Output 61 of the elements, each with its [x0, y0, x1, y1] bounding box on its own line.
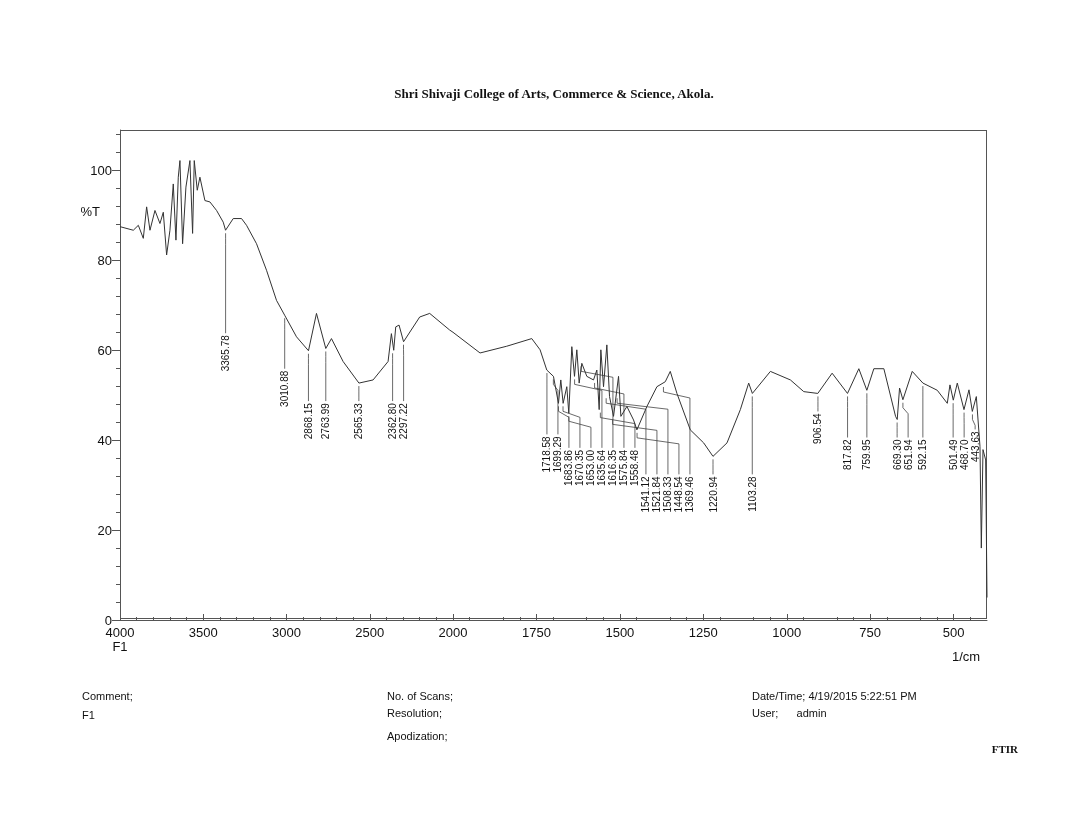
x-tick-label: 3500: [188, 625, 218, 640]
chart-title: Shri Shivaji College of Arts, Commerce & Science, Akola.: [393, 86, 715, 102]
annotation: 1718.58: [541, 435, 553, 473]
annotation: 2763.99: [320, 402, 332, 440]
annotation: 443.63: [969, 430, 981, 463]
y-tick-label: 20: [97, 522, 112, 538]
text: F1: [82, 708, 95, 721]
annotation: 1575.84: [618, 449, 630, 486]
x-tick-label: 3000: [272, 625, 301, 640]
text: Apodization;: [387, 729, 448, 742]
text: Comment;: [82, 689, 133, 702]
annotation: 1558.48: [629, 449, 641, 486]
annotation: 1653.00: [585, 449, 597, 486]
y-tick-label: 0: [104, 612, 112, 628]
text: Resolution;: [387, 706, 443, 719]
x-tick-label: 1000: [772, 625, 802, 640]
x-tick-label: 2000: [438, 625, 468, 640]
x-tick-label: 1750: [521, 625, 551, 640]
annotation: 2362.80: [387, 402, 399, 440]
annotation: 1508.33: [662, 475, 674, 513]
annotation: 1616.35: [607, 449, 619, 486]
x-tick-label: 2500: [355, 625, 385, 640]
annotation: 468.70: [958, 439, 970, 471]
annotation: 1541.12: [640, 475, 652, 513]
annotation: 501.49: [947, 439, 959, 471]
annotation: 906.54: [812, 413, 824, 445]
annotation: 1103.28: [746, 475, 758, 512]
annotation: 1683.86: [563, 449, 575, 486]
y-tick-label: 40: [97, 432, 112, 448]
x-tick-label: 4000: [105, 625, 135, 640]
annotation: 669.30: [891, 439, 903, 471]
annotation: 1521.84: [651, 475, 663, 513]
y-tick-label: 60: [97, 342, 112, 358]
text: FTIR: [991, 742, 1020, 755]
x-axis-title: 1/cm: [952, 649, 981, 664]
annotation: 1448.54: [673, 475, 685, 513]
annotation: 2297.22: [398, 402, 410, 440]
x-tick-label: 1500: [605, 625, 635, 640]
annotation: 3365.78: [220, 334, 232, 372]
annotation: 1670.35: [574, 449, 586, 486]
annotation: 592.15: [917, 439, 929, 471]
annotation: 1635.64: [596, 449, 608, 486]
text: Date/Time; 4/19/2015 5:22:51 PM: [752, 689, 917, 702]
annotation: 1369.46: [684, 475, 696, 513]
annotation: 1220.94: [707, 475, 719, 513]
annotation: 2868.15: [302, 402, 314, 440]
x-tick-label: 750: [859, 625, 882, 640]
x-tick-label: 1250: [688, 625, 718, 640]
y-tick-label: 100: [90, 162, 112, 178]
y-axis-title: %T: [80, 204, 101, 219]
annotation: 3010.88: [279, 370, 291, 407]
y-tick-label: 80: [97, 252, 112, 268]
annotation: 759.95: [861, 439, 873, 471]
annotation: 2565.33: [353, 402, 365, 440]
text: User; admin: [752, 706, 827, 719]
x-tick-label: 500: [942, 625, 965, 640]
text: F1: [112, 639, 128, 654]
text: No. of Scans;: [387, 689, 454, 702]
annotation: 817.82: [842, 439, 854, 471]
annotation: 651.94: [902, 439, 914, 471]
annotation: 1699.29: [552, 435, 564, 473]
